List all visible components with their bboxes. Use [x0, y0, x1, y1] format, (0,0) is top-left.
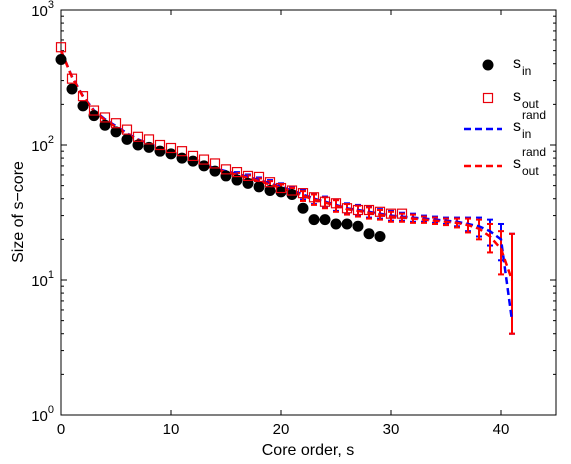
x-tick-label: 30: [383, 421, 400, 438]
data-point: [77, 100, 89, 112]
data-point: [176, 146, 188, 157]
data-point: [297, 188, 309, 199]
data-point: [132, 139, 144, 151]
data-point: [341, 203, 353, 214]
data-point: [209, 165, 221, 177]
data-point: [242, 170, 254, 182]
data-point: [330, 198, 342, 209]
data-point: [220, 170, 232, 182]
axis-ticks: 0 10 20 30 40 100 101 102 103: [31, 0, 556, 438]
data-point: [264, 177, 276, 188]
data-point: [77, 91, 89, 102]
data-point: [110, 118, 122, 129]
data-point: [374, 231, 386, 243]
data-point: [286, 185, 298, 196]
legend-label-sub: in: [522, 64, 531, 78]
data-point: [385, 208, 397, 219]
data-point: [121, 124, 133, 135]
data-point: [198, 154, 210, 165]
data-point: [275, 182, 287, 194]
series-line: [59, 50, 514, 321]
legend-label-sup: rand: [522, 145, 546, 159]
data-point: [319, 196, 331, 207]
data-point: [341, 218, 353, 230]
data-point: [198, 160, 210, 172]
data-point: [55, 42, 67, 53]
data-point: [55, 53, 67, 65]
legend-label-sub: out: [522, 97, 539, 111]
x-tick-label: 0: [57, 421, 65, 438]
data-point: [187, 155, 199, 167]
legend-label: s: [513, 118, 521, 135]
error-bars: [234, 171, 515, 335]
data-point: [330, 218, 342, 230]
y-tick-label: 103: [31, 0, 54, 20]
x-tick-label: 10: [163, 421, 180, 438]
data-point: [352, 220, 364, 232]
data-point: [363, 204, 375, 216]
y-tick-label: 102: [31, 134, 54, 155]
data-point: [176, 152, 188, 164]
legend-symbol: [482, 92, 494, 104]
series-markers: [55, 42, 408, 243]
legend-label: s: [513, 55, 521, 72]
data-point: [88, 105, 100, 116]
data-point: [99, 112, 111, 123]
plot-frame: [60, 9, 557, 416]
data-point: [143, 141, 155, 153]
data-point: [231, 166, 243, 178]
y-tick-label: 100: [31, 404, 54, 425]
data-point: [110, 126, 122, 138]
data-point: [187, 150, 199, 162]
data-point: [132, 131, 144, 142]
y-tick-label: 101: [31, 269, 54, 290]
legend-symbol: [482, 59, 494, 71]
data-point: [319, 214, 331, 226]
x-axis-label: Core order, s: [262, 442, 354, 459]
data-point: [374, 206, 386, 217]
series-line: [59, 50, 514, 281]
x-tick-label: 20: [273, 421, 290, 438]
x-tick-label: 40: [493, 421, 510, 438]
legend-label: s: [513, 155, 521, 172]
data-point: [308, 214, 320, 226]
data-point: [165, 142, 177, 154]
data-point: [242, 177, 254, 189]
y-axis-label: Size of s−core: [10, 161, 27, 263]
data-point: [253, 181, 265, 193]
data-point: [297, 202, 309, 214]
data-point: [88, 110, 100, 122]
data-point: [308, 192, 320, 203]
legend-label-sub: out: [522, 164, 539, 178]
data-point: [154, 145, 166, 157]
legend-label: s: [513, 88, 521, 105]
data-point: [209, 158, 221, 169]
data-point: [143, 134, 155, 145]
data-point: [220, 164, 232, 175]
data-point: [121, 133, 133, 145]
data-point: [352, 204, 364, 216]
data-point: [231, 174, 243, 186]
data-point: [66, 83, 78, 95]
data-point: [253, 171, 265, 183]
data-point: [363, 228, 375, 240]
legend-label-sub: in: [522, 127, 531, 141]
legend-label-sup: rand: [522, 108, 546, 122]
series-lines: [59, 50, 514, 321]
data-point: [396, 208, 408, 219]
data-point: [154, 139, 166, 151]
data-point: [275, 186, 287, 198]
data-point: [264, 185, 276, 197]
data-point: [66, 73, 78, 84]
data-point: [165, 148, 177, 160]
